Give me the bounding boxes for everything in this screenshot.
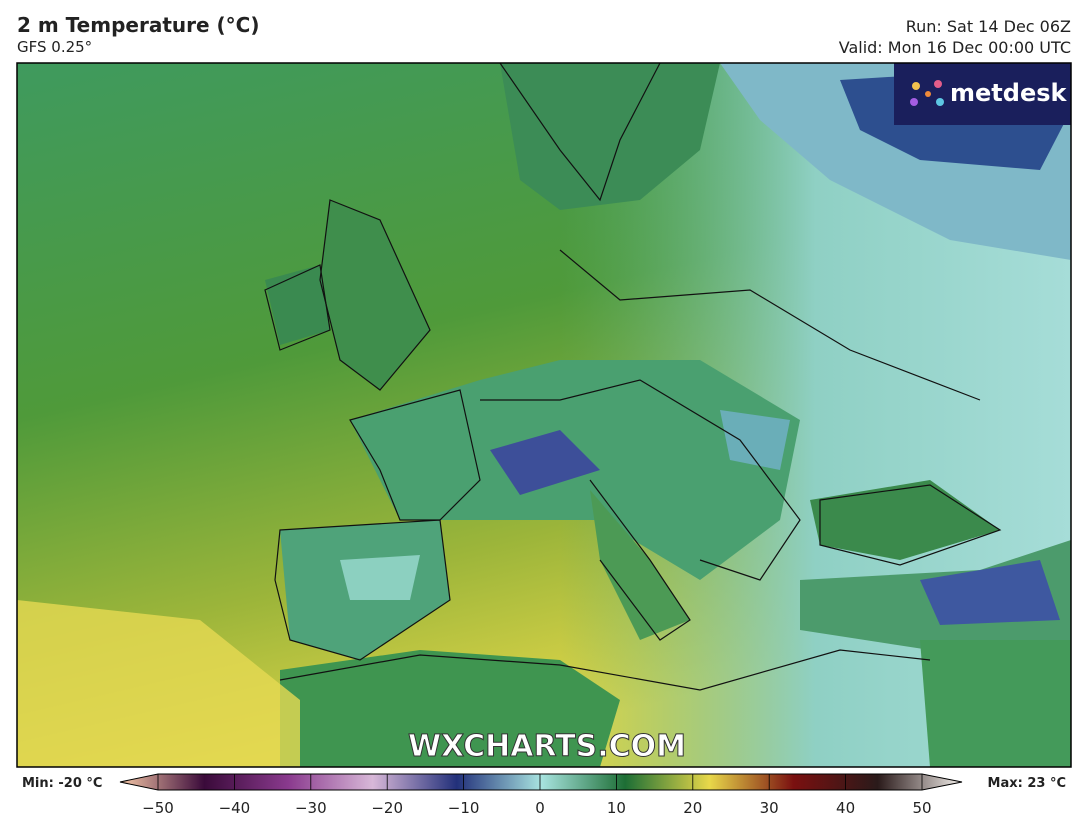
tick-label: −40 [219, 799, 251, 817]
tick-label: 50 [912, 799, 931, 817]
map: metdesk WXCHARTS.COM [17, 63, 1071, 767]
valid-time: Valid: Mon 16 Dec 00:00 UTC [839, 38, 1071, 57]
colorbar [119, 773, 963, 791]
tick-label: 20 [683, 799, 702, 817]
run-time: Run: Sat 14 Dec 06Z [906, 17, 1071, 36]
tick-label: 10 [607, 799, 626, 817]
tick-label: 30 [760, 799, 779, 817]
logo: metdesk [950, 79, 1068, 107]
min-label: Min: -20 °C [22, 776, 102, 791]
map-frame [16, 62, 1072, 768]
watermark: WXCHARTS.COM [408, 729, 686, 764]
title: 2 m Temperature (°C) [17, 13, 259, 37]
tick-label: −20 [371, 799, 403, 817]
colorbar-ticks: −50 −40 −30 −20 −10 0 10 20 30 40 50 [142, 774, 932, 817]
tick-label: 40 [836, 799, 855, 817]
tick-label: 0 [535, 799, 545, 817]
tick-label: −10 [448, 799, 480, 817]
max-label: Max: 23 °C [988, 776, 1066, 791]
tick-label: −50 [142, 799, 174, 817]
model: GFS 0.25° [17, 38, 92, 56]
tick-label: −30 [295, 799, 327, 817]
